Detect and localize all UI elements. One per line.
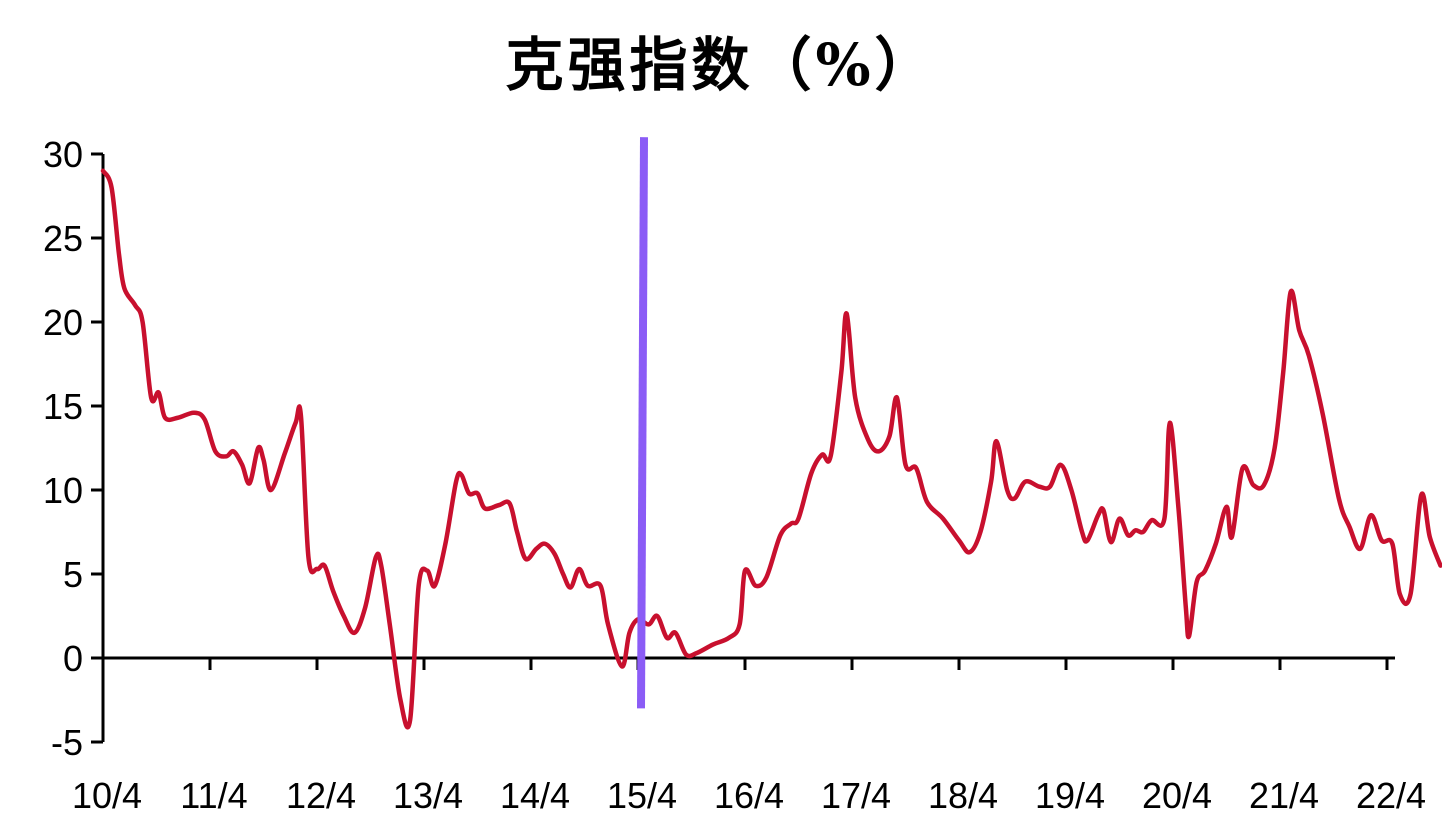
x-tick-label: 10/4 <box>72 775 142 816</box>
x-tick-label: 12/4 <box>286 775 356 816</box>
x-tick-label: 15/4 <box>607 775 677 816</box>
x-tick-label: 21/4 <box>1249 775 1319 816</box>
series-layer <box>100 168 1442 730</box>
y-tick-label: 20 <box>43 302 83 343</box>
y-tick-label: 25 <box>43 218 83 259</box>
x-tick-label: 17/4 <box>821 775 891 816</box>
chart-title: 克强指数（%） <box>505 31 937 99</box>
x-axis: 10/4 11/4 12/4 13/4 14/4 15/4 16/4 17/4 18/4 19/4… <box>72 656 1426 816</box>
y-tick-label: -5 <box>51 722 83 763</box>
vertical-marker-line <box>637 137 648 709</box>
x-tick-label: 19/4 <box>1035 775 1105 816</box>
y-axis: 30 25 20 15 10 5 0 -5 <box>43 134 105 763</box>
x-tick-label: 18/4 <box>928 775 998 816</box>
keqiang-index-line <box>100 168 1442 730</box>
annotation-layer <box>637 137 648 709</box>
x-tick-label: 22/4 <box>1356 775 1426 816</box>
y-tick-label: 10 <box>43 470 83 511</box>
y-tick-label: 0 <box>63 638 83 679</box>
y-tick-label: 5 <box>63 554 83 595</box>
x-tick-label: 20/4 <box>1142 775 1212 816</box>
x-tick-label: 14/4 <box>500 775 570 816</box>
y-tick-label: 15 <box>43 386 83 427</box>
y-tick-label: 30 <box>43 134 83 175</box>
x-tick-label: 16/4 <box>714 775 784 816</box>
x-tick-label: 11/4 <box>180 775 247 816</box>
x-tick-label: 13/4 <box>393 775 463 816</box>
